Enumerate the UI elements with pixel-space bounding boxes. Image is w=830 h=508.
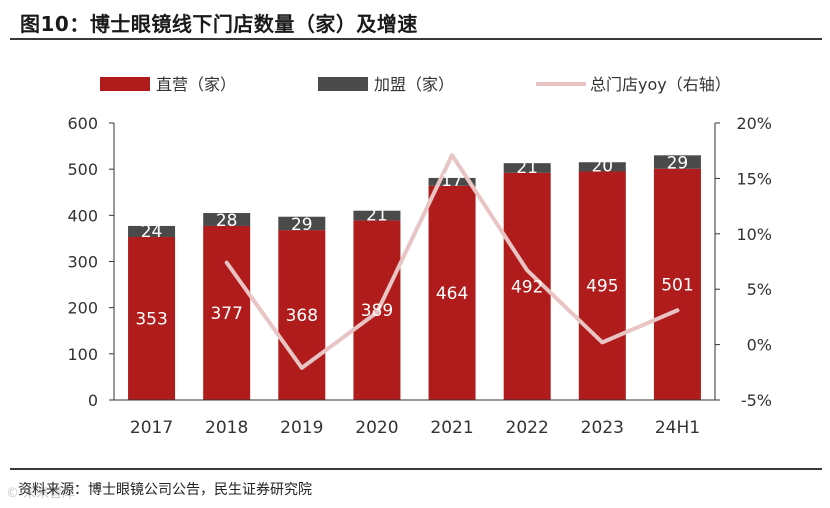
bar-franchise	[278, 216, 326, 231]
bar-franchise	[653, 155, 701, 169]
x-tick-label: 2023	[581, 418, 624, 438]
bar-direct	[578, 171, 626, 400]
bar-label-direct: 377	[210, 304, 242, 324]
bar-label-franchise: 28	[216, 211, 238, 231]
bar-label-direct: 368	[286, 306, 318, 326]
x-tick-label: 2020	[355, 418, 398, 438]
bar-franchise	[353, 210, 401, 221]
left-tick-label: 300	[67, 253, 98, 272]
legend-swatch-direct	[100, 77, 150, 91]
bar-label-direct: 353	[135, 310, 167, 330]
bar-franchise	[503, 163, 551, 173]
bar-label-direct: 492	[511, 277, 543, 297]
bar-label-franchise: 29	[667, 154, 689, 174]
right-axis: -5% 0% 5% 10% 15% 20%	[714, 114, 772, 410]
bar-label-franchise: 24	[141, 222, 163, 242]
bar-franchise	[428, 177, 476, 186]
bar-label-direct: 501	[661, 275, 693, 295]
source-note: 资料来源：博士眼镜公司公告，民生证券研究院	[18, 482, 312, 498]
right-tick-label: 5%	[747, 280, 772, 299]
data-labels: 353 24 377 28 368 29 389 21 464 17 492 21 495 20 501 29	[135, 154, 693, 330]
bar-direct	[128, 237, 176, 400]
bar-label-franchise: 21	[366, 205, 388, 225]
bar-label-direct: 495	[586, 277, 618, 297]
bar-direct	[428, 185, 476, 400]
right-tick-label: 15%	[736, 169, 772, 188]
legend-label-franchise: 加盟（家）	[374, 75, 454, 94]
bar-direct	[653, 168, 701, 400]
bar-label-franchise: 21	[516, 158, 538, 178]
left-tick-label: 600	[67, 114, 98, 133]
left-tick-label: 400	[67, 206, 98, 225]
left-tick-label: 200	[67, 299, 98, 318]
right-tick-label: 20%	[736, 114, 772, 133]
bar-direct	[203, 225, 251, 400]
bar-direct	[278, 230, 326, 400]
bar-label-direct: 389	[361, 301, 393, 321]
x-tick-label: 2018	[205, 418, 248, 438]
bar-franchise	[578, 162, 626, 172]
right-tick-label: -5%	[741, 391, 772, 410]
bar-label-franchise: 17	[441, 171, 463, 191]
x-tick-label: 2017	[130, 418, 173, 438]
bar-label-direct: 464	[436, 284, 468, 304]
title-divider	[10, 38, 822, 40]
legend-label-direct: 直营（家）	[156, 75, 236, 94]
right-tick-label: 10%	[736, 225, 772, 244]
yoy-line-layer	[224, 153, 680, 370]
x-tick-label: 2019	[280, 418, 323, 438]
legend: 直营（家） 加盟（家） 总门店yoy（右轴）	[100, 75, 731, 94]
x-axis: 2017 2018 2019 2020 2021 2022 2023 24H1	[114, 399, 715, 438]
bottom-divider	[10, 468, 822, 470]
bar-franchise	[128, 225, 176, 238]
x-tick-label: 2022	[506, 418, 549, 438]
x-tick-label: 2021	[430, 418, 473, 438]
bar-label-franchise: 29	[291, 215, 313, 235]
bar-franchise	[203, 213, 251, 226]
legend-label-yoy: 总门店yoy（右轴）	[590, 75, 731, 94]
left-tick-label: 500	[67, 160, 98, 179]
left-axis: 0 100 200 300 400 500 600	[67, 114, 115, 410]
x-tick-label: 24H1	[655, 418, 700, 438]
left-tick-label: 100	[67, 345, 98, 364]
chart: 直营（家） 加盟（家） 总门店yoy（右轴） 0 100 200 300 400 500 600…	[67, 75, 772, 438]
right-tick-label: 0%	[747, 336, 772, 355]
figure-title: 图10：博士眼镜线下门店数量（家）及增速	[20, 12, 418, 36]
legend-swatch-franchise	[318, 77, 368, 91]
watermark: © 未来智库	[6, 486, 76, 501]
bar-label-franchise: 20	[591, 156, 613, 176]
left-tick-label: 0	[88, 391, 98, 410]
